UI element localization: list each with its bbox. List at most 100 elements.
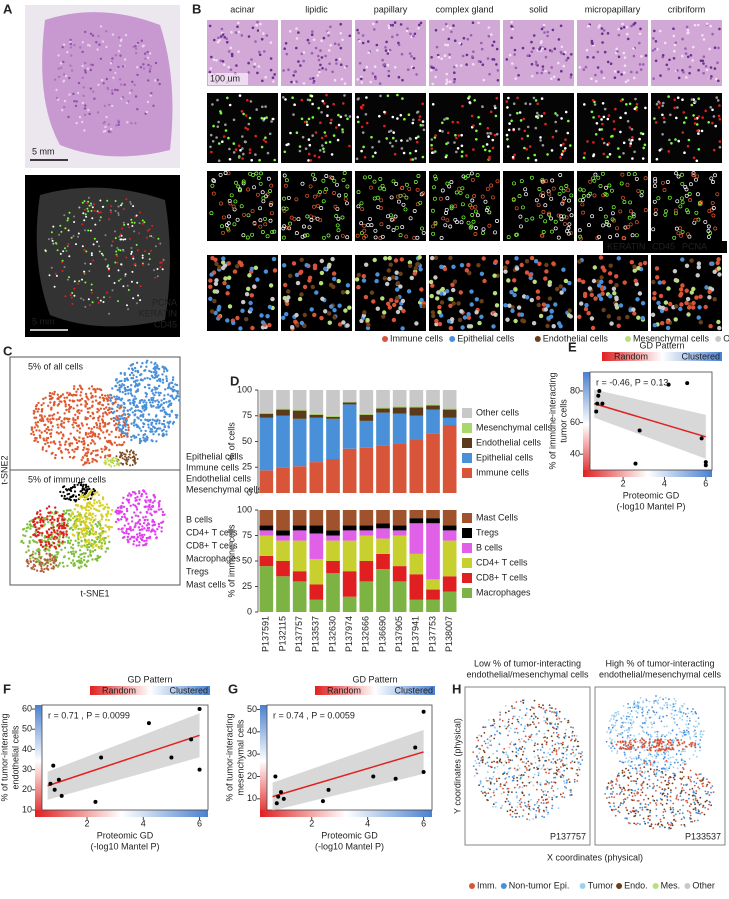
cell-dot bbox=[79, 536, 83, 539]
cell-dot bbox=[250, 58, 253, 61]
cell-dot bbox=[154, 391, 157, 394]
cell-dot bbox=[57, 417, 61, 421]
cell-dot bbox=[306, 98, 310, 102]
cell-dot bbox=[74, 551, 78, 554]
cell-dot bbox=[123, 386, 127, 390]
cell-dot bbox=[121, 501, 124, 505]
cell-dot bbox=[434, 75, 438, 79]
cell-dot bbox=[227, 214, 231, 219]
cell-dot bbox=[561, 774, 564, 776]
cell-dot bbox=[56, 520, 59, 523]
cell-dot bbox=[709, 77, 712, 80]
cell-dot bbox=[66, 497, 69, 500]
cell-dot bbox=[109, 454, 112, 457]
cell-dot bbox=[326, 264, 332, 269]
bar-segment bbox=[426, 405, 440, 410]
cell-dot bbox=[50, 408, 53, 411]
cell-dot bbox=[83, 129, 86, 132]
cell-dot bbox=[165, 377, 168, 380]
cell-dot bbox=[72, 407, 75, 410]
cell-dot bbox=[157, 433, 161, 436]
cell-dot bbox=[240, 308, 245, 313]
cell-dot bbox=[142, 516, 145, 519]
cell-dot bbox=[270, 120, 273, 123]
cell-dot bbox=[518, 111, 522, 114]
cell-dot bbox=[341, 128, 344, 131]
cell-dot bbox=[529, 175, 534, 180]
cell-dot bbox=[632, 172, 637, 177]
cell-dot bbox=[103, 448, 106, 451]
cell-dot bbox=[619, 116, 622, 119]
cell-dot bbox=[111, 33, 115, 36]
cell-dot bbox=[231, 320, 236, 326]
cell-dot bbox=[84, 506, 87, 510]
legend-swatch bbox=[625, 336, 631, 342]
cell-dot bbox=[47, 445, 51, 448]
cell-dot bbox=[95, 41, 98, 44]
cell-dot bbox=[662, 101, 665, 105]
cell-dot bbox=[91, 394, 94, 397]
cell-dot bbox=[473, 226, 478, 230]
cell-dot bbox=[96, 449, 99, 452]
cell-dot bbox=[52, 561, 55, 564]
cell-dot bbox=[690, 98, 694, 101]
cell-dot bbox=[51, 392, 54, 395]
cell-dot bbox=[608, 153, 612, 156]
cell-dot bbox=[26, 523, 29, 526]
x-tick-label: 2 bbox=[309, 818, 314, 828]
cell-dot bbox=[321, 235, 326, 240]
cell-dot bbox=[86, 207, 89, 210]
cell-dot bbox=[477, 60, 481, 63]
cell-dot bbox=[375, 43, 379, 47]
cell-dot bbox=[110, 410, 113, 414]
cell-dot bbox=[685, 25, 689, 29]
cell-dot bbox=[362, 310, 367, 315]
cell-dot bbox=[491, 58, 495, 61]
cell-dot bbox=[530, 216, 535, 221]
cell-dot bbox=[157, 401, 161, 404]
cell-dot bbox=[332, 276, 337, 282]
cell-dot bbox=[91, 412, 95, 416]
cell-dot bbox=[429, 293, 434, 299]
cell-dot bbox=[139, 285, 142, 288]
cell-dot bbox=[656, 47, 659, 51]
cell-dot bbox=[121, 417, 125, 420]
cell-dot bbox=[282, 263, 287, 268]
cell-dot bbox=[83, 113, 87, 117]
cell-dot bbox=[73, 44, 76, 47]
cell-dot bbox=[111, 411, 115, 415]
cell-dot bbox=[59, 431, 63, 434]
cell-dot bbox=[45, 439, 48, 442]
cell-dot bbox=[313, 154, 317, 158]
cell-dot bbox=[409, 137, 412, 141]
x-tick-label: P137905 bbox=[394, 616, 404, 652]
cell-dot bbox=[154, 430, 157, 433]
cell-dot bbox=[261, 79, 264, 83]
cell-dot bbox=[144, 437, 147, 440]
cell-dot bbox=[524, 765, 526, 768]
cell-dot bbox=[568, 230, 573, 235]
cell-dot bbox=[514, 77, 517, 80]
cell-dot bbox=[547, 211, 552, 216]
cell-dot bbox=[161, 381, 165, 384]
cell-dot bbox=[79, 528, 83, 531]
cell-dot bbox=[697, 68, 700, 72]
bar-segment bbox=[342, 530, 357, 541]
bar-segment bbox=[259, 525, 274, 531]
scale-bar-label: 100 um bbox=[210, 73, 240, 83]
cell-dot bbox=[122, 434, 126, 438]
cell-dot bbox=[718, 27, 721, 31]
cell-dot bbox=[319, 206, 324, 211]
cell-dot bbox=[143, 518, 147, 522]
point bbox=[52, 787, 57, 792]
cell-dot bbox=[655, 275, 660, 280]
cell-dot bbox=[131, 225, 134, 227]
cell-dot bbox=[80, 544, 83, 547]
cell-dot bbox=[44, 559, 47, 562]
cell-dot bbox=[546, 153, 549, 156]
cell-dot bbox=[412, 209, 417, 213]
point bbox=[595, 401, 600, 406]
cell-dot bbox=[88, 407, 91, 410]
cell-dot bbox=[578, 236, 583, 241]
cell-dot bbox=[460, 64, 463, 67]
